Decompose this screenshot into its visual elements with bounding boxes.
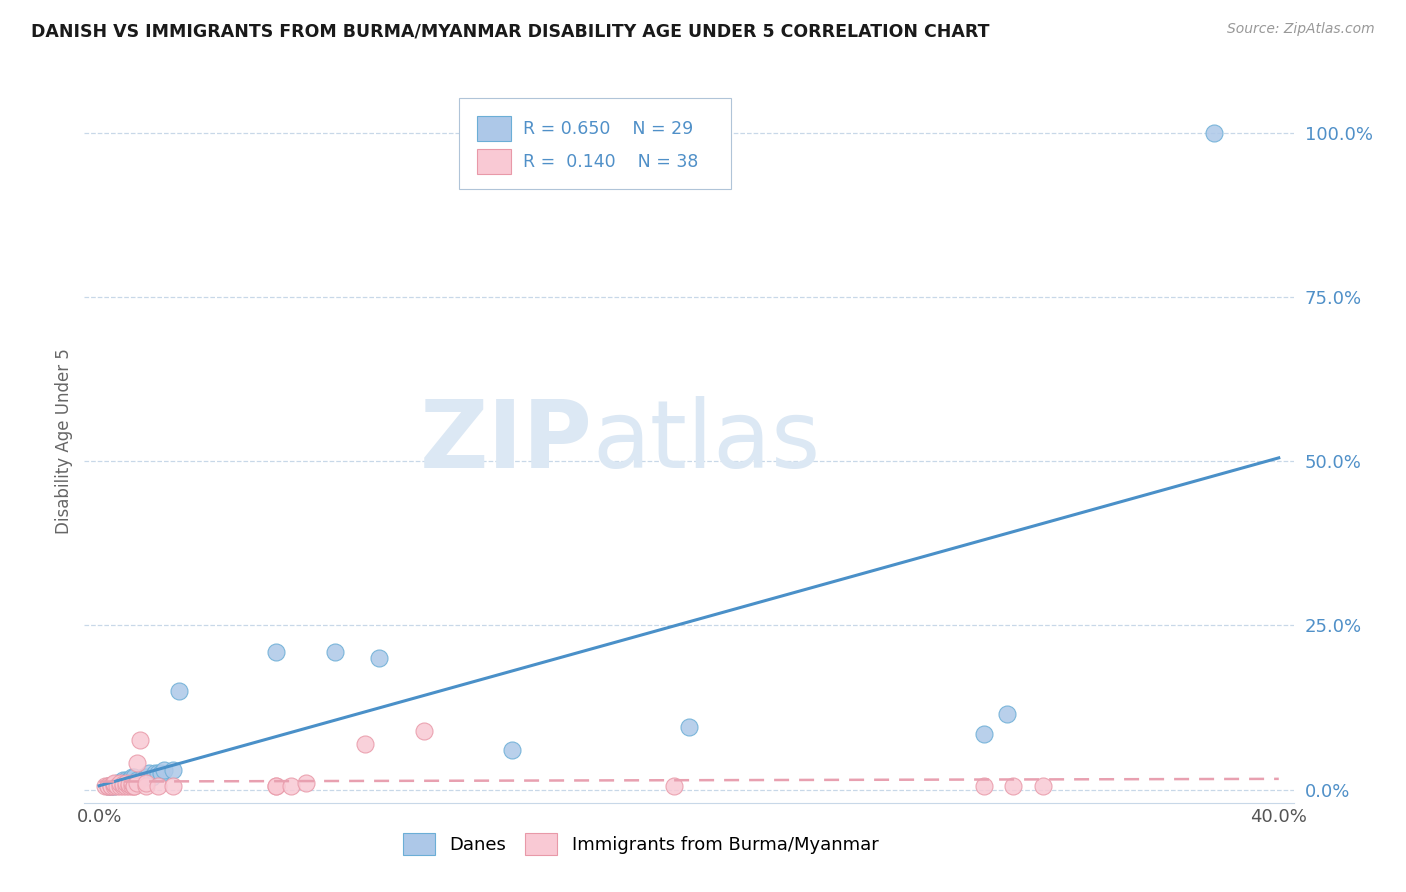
Text: Source: ZipAtlas.com: Source: ZipAtlas.com <box>1227 22 1375 37</box>
Point <box>135 770 157 784</box>
Point <box>167 684 190 698</box>
Point <box>97 780 120 794</box>
Point <box>114 776 136 790</box>
Bar <box>478 116 512 141</box>
Point <box>132 770 155 784</box>
Point <box>412 723 434 738</box>
Point <box>121 780 143 794</box>
FancyBboxPatch shape <box>460 98 731 189</box>
Point <box>117 780 139 794</box>
Point <box>100 780 122 794</box>
Point <box>264 645 287 659</box>
Point <box>1202 126 1225 140</box>
Point <box>280 780 302 794</box>
Point <box>264 780 287 794</box>
Point <box>117 772 139 787</box>
Point <box>127 776 149 790</box>
Point <box>501 743 523 757</box>
Point <box>294 776 316 790</box>
Point <box>162 780 184 794</box>
Point <box>135 776 157 790</box>
Text: DANISH VS IMMIGRANTS FROM BURMA/MYANMAR DISABILITY AGE UNDER 5 CORRELATION CHART: DANISH VS IMMIGRANTS FROM BURMA/MYANMAR … <box>31 22 990 40</box>
Point <box>997 707 1019 722</box>
Point <box>97 780 120 794</box>
Point <box>121 770 143 784</box>
Point <box>129 733 152 747</box>
Bar <box>478 149 512 174</box>
Point <box>111 780 134 794</box>
Point <box>678 720 700 734</box>
Point <box>368 651 391 665</box>
Text: R =  0.140    N = 38: R = 0.140 N = 38 <box>523 153 699 170</box>
Point <box>105 776 128 790</box>
Y-axis label: Disability Age Under 5: Disability Age Under 5 <box>55 349 73 534</box>
Point <box>117 777 139 791</box>
Point <box>143 766 166 780</box>
Legend: Danes, Immigrants from Burma/Myanmar: Danes, Immigrants from Burma/Myanmar <box>395 826 886 863</box>
Point <box>124 780 146 794</box>
Point <box>973 780 995 794</box>
Point <box>124 770 146 784</box>
Point <box>264 780 287 794</box>
Point <box>150 766 173 780</box>
Point <box>103 776 125 790</box>
Text: R = 0.650    N = 29: R = 0.650 N = 29 <box>523 120 693 137</box>
Point <box>138 766 160 780</box>
Point <box>1032 780 1054 794</box>
Point <box>108 776 131 790</box>
Point <box>153 763 176 777</box>
Point <box>114 780 136 794</box>
Point <box>111 772 134 787</box>
Point <box>664 780 686 794</box>
Point <box>121 776 143 790</box>
Point <box>108 776 131 790</box>
Point <box>105 780 128 794</box>
Point <box>146 766 169 780</box>
Point <box>146 780 169 794</box>
Point <box>323 645 346 659</box>
Point <box>94 780 117 794</box>
Point <box>353 737 375 751</box>
Point <box>127 756 149 771</box>
Point <box>135 780 157 794</box>
Point <box>100 780 122 794</box>
Point <box>1002 780 1025 794</box>
Point <box>127 772 149 787</box>
Point <box>108 780 131 794</box>
Point <box>141 770 163 784</box>
Point <box>100 780 122 794</box>
Point <box>97 780 120 794</box>
Point <box>973 727 995 741</box>
Point <box>114 772 136 787</box>
Text: ZIP: ZIP <box>419 395 592 488</box>
Point <box>103 780 125 794</box>
Text: atlas: atlas <box>592 395 821 488</box>
Point <box>111 777 134 791</box>
Point <box>103 777 125 791</box>
Point <box>103 780 125 794</box>
Point <box>162 763 184 777</box>
Point <box>124 780 146 794</box>
